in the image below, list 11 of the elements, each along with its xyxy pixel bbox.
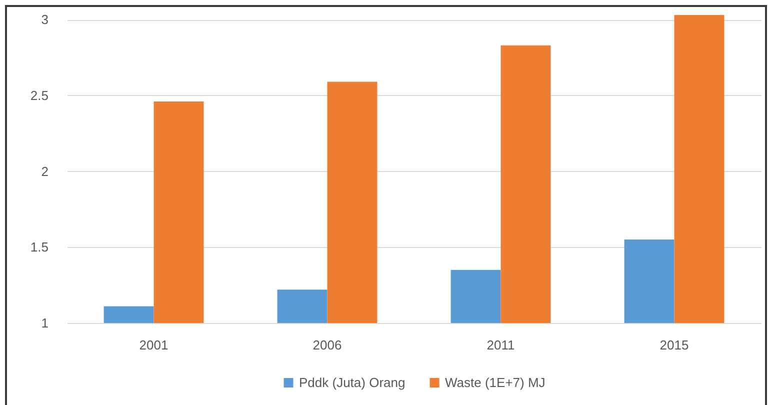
y-tick-label: 3 bbox=[41, 12, 48, 28]
y-tick-label: 2.5 bbox=[30, 88, 48, 103]
x-tick-label: 2015 bbox=[660, 338, 689, 352]
y-tick-label: 2 bbox=[41, 164, 48, 179]
x-tick-label: 2011 bbox=[486, 338, 515, 352]
x-tick-label: 2001 bbox=[139, 338, 168, 352]
legend-label: Waste (1E+7) MJ bbox=[445, 374, 546, 390]
legend-label: Pddk (Juta) Orang bbox=[299, 374, 406, 390]
x-tick-label: 2006 bbox=[312, 338, 342, 352]
y-tick-label: 1.5 bbox=[30, 240, 48, 255]
y-tick-label: 1 bbox=[41, 316, 48, 330]
